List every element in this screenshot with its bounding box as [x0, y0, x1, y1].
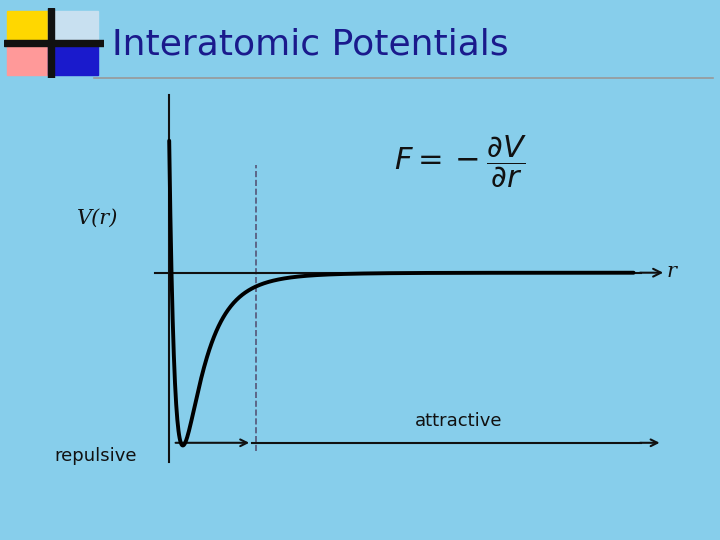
Bar [48, 11, 99, 45]
Text: $F = -\dfrac{\partial V}{\partial r}$: $F = -\dfrac{\partial V}{\partial r}$ [395, 134, 527, 190]
Text: repulsive: repulsive [54, 447, 137, 465]
Bar [4, 40, 104, 46]
Bar [6, 42, 51, 76]
Bar [48, 42, 99, 76]
Text: r: r [667, 262, 677, 281]
Bar [6, 11, 51, 45]
Text: attractive: attractive [415, 412, 503, 430]
Bar [48, 8, 54, 78]
Text: Interatomic Potentials: Interatomic Potentials [112, 28, 508, 61]
Text: V(r): V(r) [76, 209, 118, 228]
